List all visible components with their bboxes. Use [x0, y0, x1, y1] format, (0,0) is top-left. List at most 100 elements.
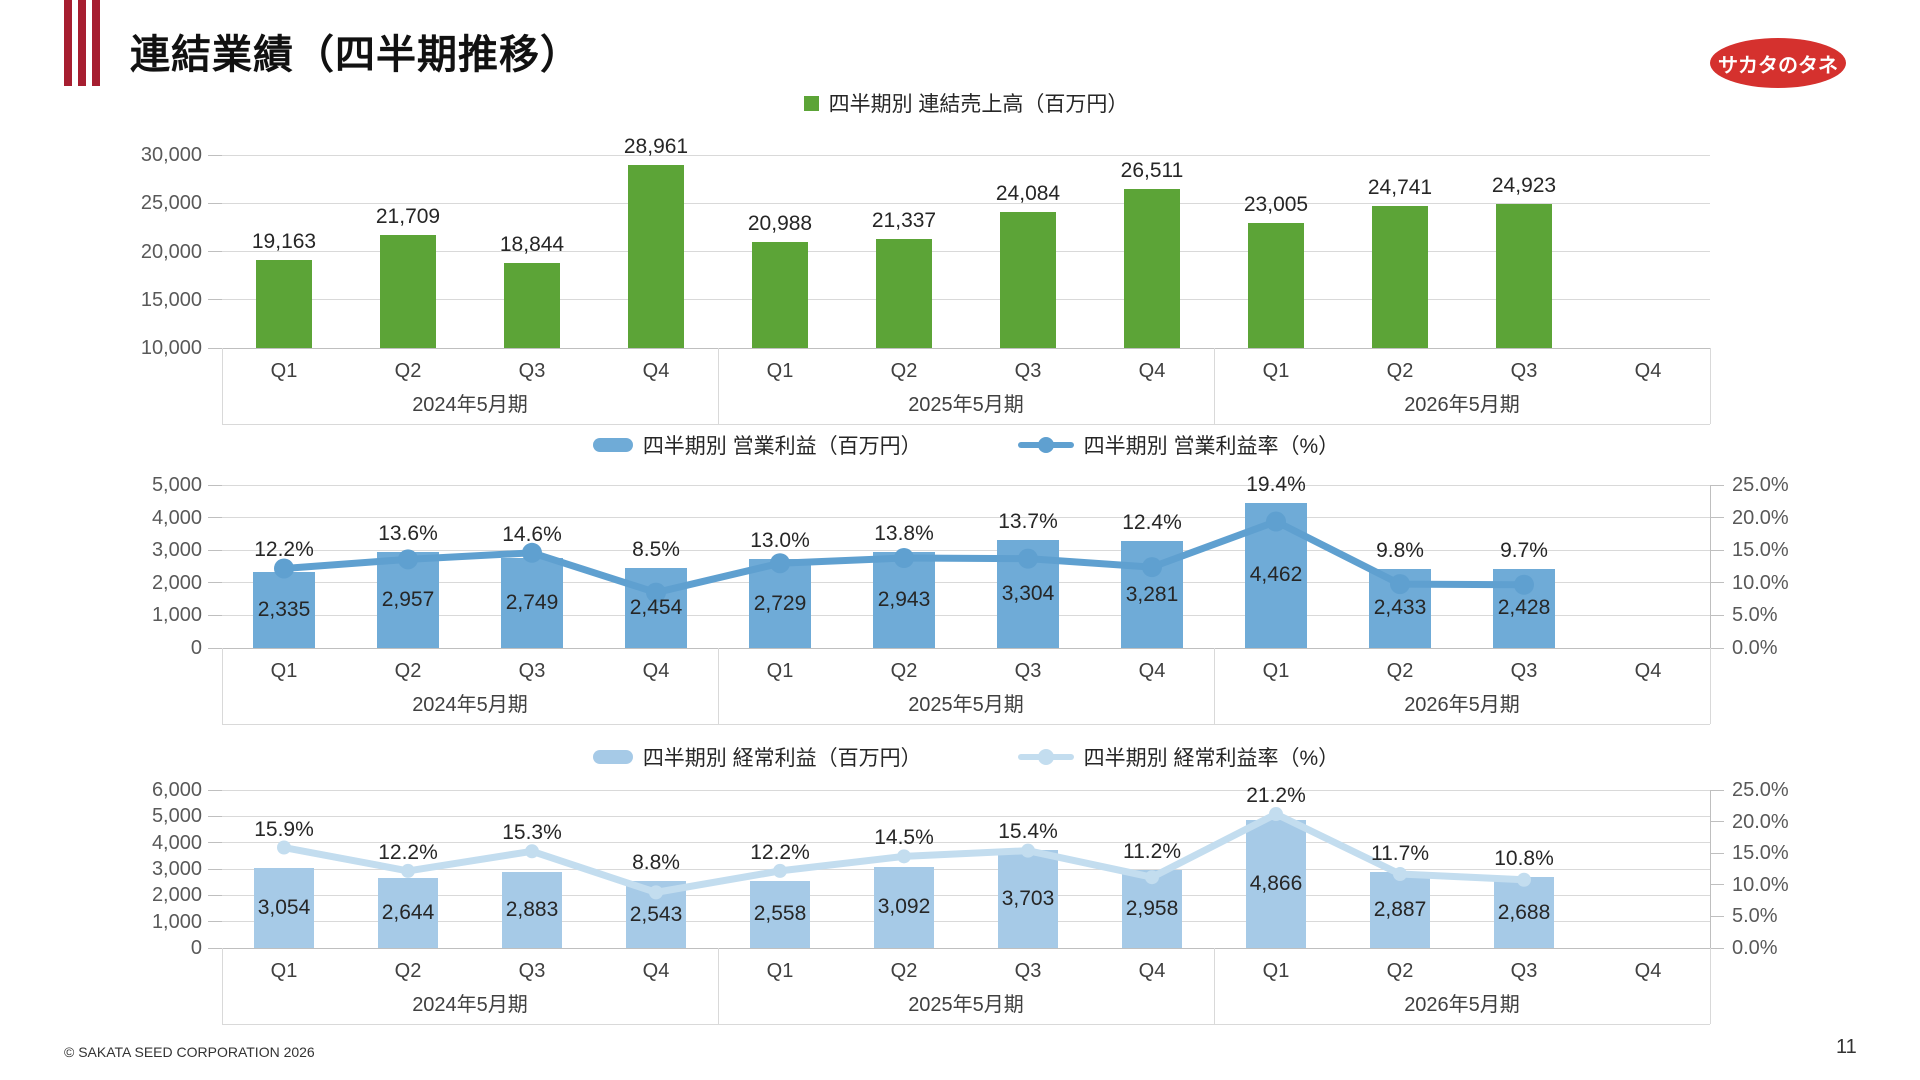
gridline	[222, 347, 1710, 349]
sales-bar	[628, 165, 684, 348]
pct-value-label: 19.4%	[1246, 472, 1306, 496]
legend-label: 四半期別 営業利益（百万円）	[642, 435, 922, 458]
pct-value-label: 15.4%	[998, 820, 1058, 844]
y-axis-tick-label: 1,000	[151, 910, 202, 933]
y-axis-tick	[208, 582, 222, 584]
line-marker	[1266, 511, 1286, 532]
sales-bar	[1248, 222, 1304, 348]
ordinary-profit-bar	[254, 867, 314, 948]
quarter-label: Q2	[890, 360, 918, 382]
y-axis-tick-label: 0	[190, 937, 202, 959]
bar-value-label: 2,543	[629, 902, 683, 926]
quarter-label: Q4	[642, 660, 670, 682]
y-axis-tick-label: 1,000	[151, 604, 202, 627]
quarter-label: Q3	[1014, 960, 1042, 982]
bar-value-label: 3,054	[257, 895, 311, 919]
axis-group-separator	[221, 648, 223, 724]
pct-value-label: 11.2%	[1123, 840, 1181, 864]
pct-axis-tick-label: 0.0%	[1732, 937, 1778, 959]
pct-axis-tick	[1710, 915, 1724, 917]
y-axis-tick-label: 3,000	[151, 539, 202, 562]
y-axis-tick-label: 2,000	[151, 571, 202, 594]
quarter-label: Q3	[1014, 360, 1042, 382]
ordinary-profit-bar	[998, 850, 1058, 948]
axis-group-separator	[717, 948, 719, 1024]
operating-profit-bar	[253, 571, 315, 648]
y-axis-tick	[208, 614, 222, 616]
quarter-label: Q4	[1634, 960, 1662, 982]
axis-group-separator	[1213, 948, 1215, 1024]
bar-legend-swatch	[592, 438, 633, 452]
ordinary-profit-bar	[626, 881, 686, 948]
sales-bar	[1124, 188, 1180, 348]
axis-group-separator	[221, 348, 223, 424]
quarter-label: Q1	[1262, 360, 1290, 382]
quarter-label: Q4	[642, 360, 670, 382]
operating-profit-bar	[1245, 502, 1307, 648]
bar-legend-swatch	[803, 95, 819, 111]
gridline	[222, 789, 1710, 791]
bar-value-label: 3,703	[1001, 887, 1055, 911]
bar-value-label: 2,433	[1373, 596, 1427, 620]
ordinary-profit-bar	[1370, 871, 1430, 948]
bar-value-label: 3,092	[877, 895, 931, 919]
pct-axis-tick	[1710, 614, 1724, 616]
gridline	[222, 921, 1710, 923]
pct-axis-tick-label: 15.0%	[1732, 842, 1789, 865]
line-legend-swatch	[1017, 437, 1074, 453]
bar-value-label: 21,337	[871, 208, 937, 232]
quarter-label: Q3	[1510, 660, 1538, 682]
operating-profit-bar	[1121, 541, 1183, 648]
y-axis-tick	[208, 789, 222, 791]
pct-value-label: 8.5%	[632, 537, 680, 561]
legend-item-operating-margin: 四半期別 営業利益率（%）	[1017, 430, 1340, 460]
line-marker	[1393, 867, 1407, 882]
bar-value-label: 2,883	[505, 898, 559, 922]
bar-value-label: 2,688	[1497, 900, 1551, 924]
quarter-label: Q3	[518, 660, 546, 682]
line-marker	[894, 548, 914, 569]
quarter-label: Q2	[890, 960, 918, 982]
gridline	[222, 517, 1710, 519]
bar-value-label: 2,957	[381, 587, 435, 611]
pct-value-label: 9.7%	[1500, 538, 1548, 562]
year-label: 2025年5月期	[908, 694, 1024, 716]
line-marker	[1514, 574, 1534, 595]
axis-group-separator	[1709, 648, 1711, 724]
bar-value-label: 2,335	[257, 597, 311, 621]
pct-axis-tick-label: 15.0%	[1732, 539, 1789, 562]
ordinary-profit-bar	[1494, 877, 1554, 948]
pct-axis-tick-label: 5.0%	[1732, 905, 1778, 928]
axis-bottom-border	[222, 424, 1710, 425]
bar-legend-swatch	[592, 750, 633, 764]
operating-profit-bar	[1369, 568, 1431, 648]
sales-bar	[256, 259, 312, 348]
bar-value-label: 2,943	[877, 588, 931, 612]
sales-bar	[1000, 212, 1056, 348]
quarter-label: Q2	[394, 360, 422, 382]
axis-group-separator	[1213, 648, 1215, 724]
year-label: 2024年5月期	[412, 694, 528, 716]
y-axis-tick-label: 10,000	[140, 337, 202, 359]
axis-group-separator	[717, 648, 719, 724]
pct-value-label: 13.0%	[750, 529, 810, 553]
line-marker	[522, 542, 542, 563]
bar-value-label: 4,866	[1249, 871, 1303, 895]
quarter-label: Q1	[1262, 960, 1290, 982]
pct-value-label: 13.6%	[378, 521, 438, 545]
axis-bottom-border	[222, 724, 1710, 725]
quarter-label: Q2	[1386, 960, 1414, 982]
legend-label: 四半期別 営業利益率（%）	[1083, 435, 1340, 458]
accent-bars	[64, 0, 100, 86]
line-marker	[646, 582, 666, 603]
y-axis-tick	[208, 647, 222, 649]
axis-bottom-border	[222, 1024, 1710, 1025]
pct-value-label: 12.2%	[254, 538, 314, 562]
gridline	[222, 549, 1710, 551]
ordinary-profit-bar	[874, 866, 934, 948]
y-axis-tick-label: 0	[190, 637, 202, 659]
